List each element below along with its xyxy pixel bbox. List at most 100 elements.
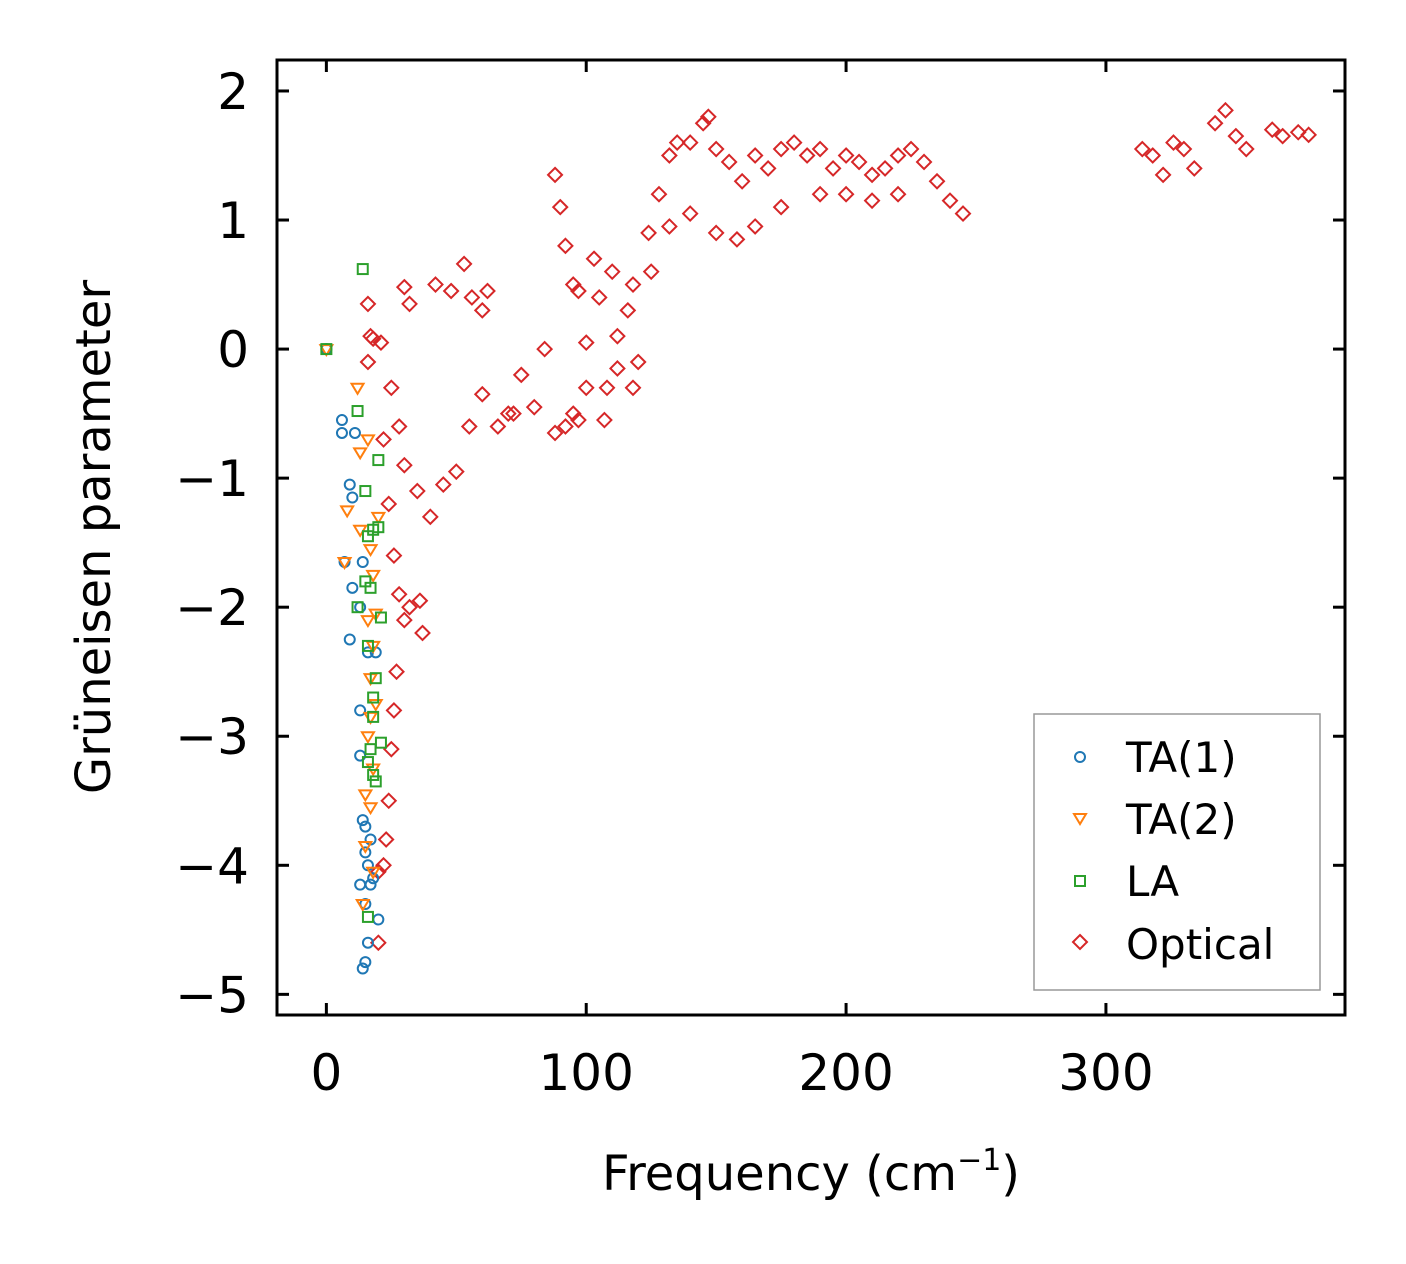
data-point xyxy=(377,831,395,848)
data-point xyxy=(382,379,400,397)
legend-label-optical: Optical xyxy=(1126,920,1274,969)
data-point xyxy=(359,485,372,498)
data-point xyxy=(772,198,790,216)
data-point xyxy=(455,255,473,273)
data-point xyxy=(608,360,626,377)
data-point xyxy=(343,633,356,646)
data-point xyxy=(707,140,725,158)
data-point xyxy=(489,418,507,435)
legend-item-ta1: TA(1) xyxy=(1074,733,1237,782)
data-point xyxy=(343,478,356,491)
data-point xyxy=(395,456,413,474)
data-point xyxy=(356,814,369,827)
data-point xyxy=(361,756,374,769)
data-point xyxy=(598,379,616,397)
data-point xyxy=(746,147,764,164)
legend-label-ta2: TA(2) xyxy=(1125,795,1237,844)
data-point xyxy=(590,289,608,306)
data-point xyxy=(536,340,554,358)
data-point xyxy=(359,846,372,859)
data-point xyxy=(395,611,413,629)
data-point xyxy=(361,936,374,949)
data-point xyxy=(1237,140,1255,158)
data-point xyxy=(1165,134,1182,152)
data-point xyxy=(395,278,413,296)
data-point xyxy=(370,511,387,525)
data-point xyxy=(357,789,374,803)
data-point xyxy=(388,663,405,681)
data-point xyxy=(699,108,717,126)
data-point xyxy=(499,405,517,423)
data-point xyxy=(811,140,829,158)
data-point xyxy=(707,224,725,242)
y-tick-label: 1 xyxy=(217,192,249,250)
data-point xyxy=(1274,127,1292,145)
data-point xyxy=(414,624,431,642)
data-point xyxy=(863,166,881,184)
data-point xyxy=(380,495,398,513)
data-point xyxy=(374,736,387,749)
y-tick-label: −3 xyxy=(175,708,249,766)
data-point xyxy=(624,276,642,293)
data-point xyxy=(1206,114,1224,132)
data-series-layer xyxy=(318,101,1318,975)
data-point xyxy=(824,159,842,177)
legend-marker-la xyxy=(1074,875,1086,887)
legend-marker-ta1 xyxy=(1074,751,1086,763)
data-point xyxy=(364,878,377,891)
data-point xyxy=(360,731,376,745)
data-point xyxy=(1227,127,1245,145)
data-point xyxy=(889,147,907,164)
data-point xyxy=(365,866,381,880)
data-point xyxy=(346,581,359,594)
data-point xyxy=(1300,126,1318,144)
data-point xyxy=(928,172,946,190)
data-point xyxy=(427,276,444,293)
x-tick-label: 100 xyxy=(539,1044,634,1102)
data-point xyxy=(380,792,398,810)
data-point xyxy=(434,476,452,494)
plot-frame xyxy=(275,58,1347,1017)
data-point xyxy=(608,327,626,345)
data-point xyxy=(360,615,376,629)
data-point xyxy=(372,454,385,467)
data-point xyxy=(356,263,369,276)
legend-item-optical: Optical xyxy=(1071,920,1274,969)
data-point xyxy=(798,147,816,164)
data-point xyxy=(367,710,380,723)
data-point xyxy=(348,426,361,439)
data-point xyxy=(408,482,426,500)
data-point xyxy=(577,379,595,397)
data-point xyxy=(354,704,367,717)
legend-item-la: LA xyxy=(1074,857,1179,906)
data-point xyxy=(624,379,642,397)
x-axis-label: Frequency (cm−1) xyxy=(602,1143,1020,1202)
data-point xyxy=(349,382,366,396)
data-point xyxy=(863,192,881,210)
data-point xyxy=(681,134,699,152)
data-point xyxy=(681,205,699,222)
data-point xyxy=(733,172,751,190)
legend-label-ta1: TA(1) xyxy=(1125,733,1237,782)
data-point xyxy=(360,434,376,448)
data-point xyxy=(505,405,522,423)
data-point xyxy=(372,334,390,352)
y-tick-label: 0 xyxy=(217,321,249,379)
data-point xyxy=(369,672,382,685)
tick-layer: 0 100 200 300 2 1 0 −1 −2 −3 −4 −5 xyxy=(175,60,1345,1102)
data-point xyxy=(785,134,803,152)
data-point xyxy=(367,608,384,622)
data-point xyxy=(362,802,379,816)
data-point xyxy=(577,334,595,352)
data-point xyxy=(479,282,496,300)
legend-label-la: LA xyxy=(1126,857,1179,906)
data-point xyxy=(1133,140,1151,158)
data-point xyxy=(473,301,491,319)
x-tick-label: 300 xyxy=(1058,1044,1153,1102)
y-axis-label: Grüneisen parameter xyxy=(66,280,122,795)
data-point xyxy=(570,282,587,300)
data-point xyxy=(759,159,777,177)
data-point xyxy=(551,198,569,216)
data-point xyxy=(346,491,359,504)
x-tick-label: 200 xyxy=(798,1044,893,1102)
